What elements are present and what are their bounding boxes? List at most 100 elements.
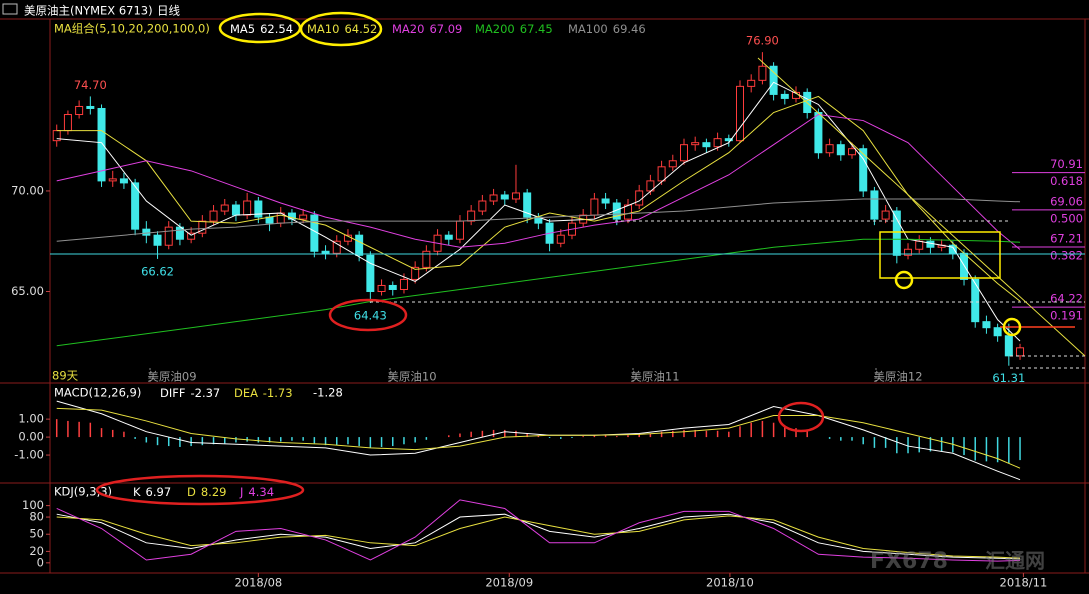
legend-name: DEA [234,386,258,400]
candle-body [321,250,330,254]
indicator-line [56,513,1021,560]
candle-body [758,65,767,81]
price-label: 64.43 [354,308,387,322]
indicator-line [56,407,1021,469]
fib-ratio: 0.191 [1050,309,1083,323]
legend-name: MA100 [568,22,608,36]
legend-name: MA5 [230,22,255,36]
candle-body [63,114,72,132]
panel-frame [0,18,1089,574]
candle-body [713,138,722,148]
legend-entry: MA5 62.54 [230,22,293,36]
candle-body [724,138,733,142]
price-label: 66.62 [141,264,174,278]
candle-body [243,200,252,216]
candle-body [590,198,599,216]
indicator-line [56,238,1021,347]
title: 美原油主(NYMEX 6713) [24,4,153,18]
candle-body [679,144,688,162]
candle-body [422,250,431,268]
candle-body [870,190,879,220]
candle-body [960,252,969,280]
candle-body [915,240,924,250]
candle-body [153,234,162,246]
candle-body [187,232,196,240]
candle-body [1016,347,1025,357]
candle-body [736,85,744,142]
candle-body [388,284,397,290]
highlight [299,11,383,47]
candle-body [657,166,666,182]
candle-body [231,204,240,216]
candle-body [635,190,644,206]
candle-body [119,178,128,184]
indicator-line [56,515,1021,559]
indicator-line [56,114,1021,250]
candle-body [971,278,980,323]
y-tick-label: 70.00 [11,183,44,197]
candle-body [97,107,106,182]
menu-icon[interactable] [2,3,18,15]
legend-title: MA组合(5,10,20,200,100,0) [54,22,210,36]
highlight-box [879,231,1001,279]
candle-body [523,192,532,218]
candle-body [254,200,263,218]
candle-body [556,234,565,244]
candle-body [86,105,95,109]
candle-body [478,200,487,212]
contract-label: 美原油10 [387,370,436,384]
legend-name: MA10 [307,22,339,36]
fib-price: 67.21 [1050,232,1083,246]
candle-body [75,105,84,116]
candle-body [702,142,711,148]
legend-value: -1.73 [263,386,293,400]
y-tick-label: 20 [29,544,44,558]
contract-label: 美原油12 [873,370,922,384]
fib-ratio: 0.500 [1050,211,1083,225]
legend-name: MA200 [475,22,515,36]
candle-body [108,178,117,182]
marks: 65.00 70.00 74.70 66.62 64.43 76.90 61.31 70.91… [11,22,1085,590]
trend-line [757,57,1086,357]
period[interactable]: 日线 [157,4,180,18]
candle-body [377,284,386,293]
panel-title: KDJ(9,3,3) [54,485,112,499]
y-tick-label: 65.00 [11,284,44,298]
legend-value: 8.29 [201,485,227,499]
candle-body [366,254,375,293]
watermark: 汇通网 [985,549,1045,573]
candle-body [881,210,890,220]
candle-body [814,112,823,154]
candle-body [825,144,834,154]
legend-value: 62.54 [260,22,293,36]
legend-entry: MA100 69.46 [568,22,646,36]
candle-body [467,210,476,222]
candle-body [848,148,857,156]
legend-entry: J 4.34 [239,485,274,499]
highlight [777,401,825,433]
fib-price: 69.06 [1050,194,1083,208]
candle-body [904,248,913,256]
candle-body [1004,335,1013,357]
candle-body [220,204,229,212]
macd-value: -1.28 [313,386,343,400]
highlight [1002,317,1022,337]
legend-entry: DEA -1.73 [234,386,293,400]
days-label: 89天 [52,369,79,383]
highlight [894,270,914,290]
legend-entry: MA20 67.09 [392,22,462,36]
y-tick-label: -1.00 [14,448,44,462]
candle-body [355,234,364,256]
legend-value: 6.97 [146,485,172,499]
legend-entry: MA200 67.45 [475,22,553,36]
candle-body [747,79,756,87]
indicator-line [56,198,1021,242]
y-tick-label: 100 [22,498,44,512]
candle-body [142,228,151,236]
y-tick-label: 50 [29,527,44,541]
price-label: 74.70 [74,78,107,92]
legend-value: 4.34 [248,485,274,499]
contract-label: 美原油09 [147,370,196,384]
legend-name: DIFF [160,386,185,400]
candle-body [668,160,677,168]
